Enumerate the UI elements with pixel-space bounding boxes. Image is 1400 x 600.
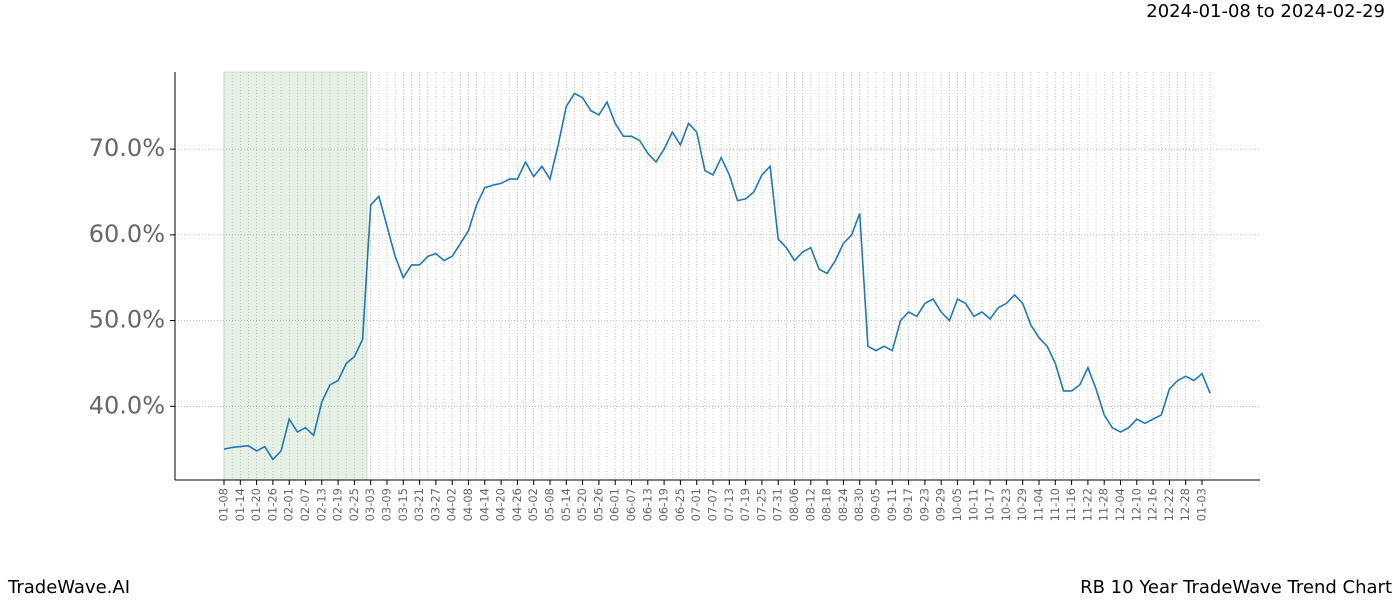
x-tick-label: 06-01 (608, 488, 622, 521)
x-tick-label: 10-17 (983, 488, 997, 521)
x-tick-label: 03-09 (380, 488, 394, 521)
x-tick-label: 09-17 (901, 488, 915, 521)
x-tick-label: 10-29 (1015, 488, 1029, 521)
x-tick-label: 02-19 (331, 488, 345, 521)
y-tick-label: 60.0% (89, 220, 165, 248)
x-tick-label: 07-19 (738, 488, 752, 521)
x-tick-label: 02-01 (282, 488, 296, 521)
y-tick-label: 50.0% (89, 306, 165, 334)
x-tick-label: 11-22 (1080, 488, 1094, 521)
x-tick-label: 03-27 (428, 488, 442, 521)
x-tick-label: 08-18 (820, 488, 834, 521)
x-tick-label: 11-28 (1097, 488, 1111, 521)
x-tick-label: 01-26 (265, 488, 279, 521)
x-tick-label: 07-31 (771, 488, 785, 521)
x-tick-label: 05-20 (575, 488, 589, 521)
highlight-region (223, 71, 368, 481)
x-tick-label: 06-07 (624, 488, 638, 521)
x-tick-label: 12-28 (1178, 488, 1192, 521)
x-tick-label: 04-02 (445, 488, 459, 521)
x-tick-label: 01-20 (249, 488, 263, 521)
x-tick-label: 04-08 (461, 488, 475, 521)
x-tick-label: 03-15 (396, 488, 410, 521)
brand: TradeWave.AI (7, 577, 130, 598)
x-tick-label: 09-11 (885, 488, 899, 521)
x-tick-label: 07-07 (706, 488, 720, 521)
x-tick-label: 11-10 (1048, 488, 1062, 521)
x-tick-label: 01-03 (1195, 488, 1209, 521)
y-tick-label: 40.0% (89, 391, 165, 419)
x-tick-label: 08-06 (787, 488, 801, 521)
x-tick-label: 02-07 (298, 488, 312, 521)
x-tick-label: 06-25 (673, 488, 687, 521)
x-tick-label: 05-26 (591, 488, 605, 521)
x-tick-label: 04-26 (510, 488, 524, 521)
y-tick-label: 70.0% (89, 134, 165, 162)
x-tick-label: 10-11 (966, 488, 980, 521)
x-tick-label: 02-25 (347, 488, 361, 521)
x-tick-label: 05-02 (526, 488, 540, 521)
x-tick-label: 08-30 (852, 488, 866, 521)
x-tick-label: 05-08 (543, 488, 557, 521)
x-tick-label: 01-08 (217, 488, 231, 521)
x-tick-label: 07-13 (722, 488, 736, 521)
x-tick-label: 03-03 (363, 488, 377, 521)
x-tick-label: 09-29 (934, 488, 948, 521)
x-tick-label: 02-13 (314, 488, 328, 521)
x-tick-label: 11-16 (1064, 488, 1078, 521)
x-tick-label: 05-14 (559, 488, 573, 521)
x-tick-label: 12-22 (1162, 488, 1176, 521)
series-line (223, 92, 1211, 461)
x-tick-label: 04-14 (477, 488, 491, 521)
x-tick-label: 11-04 (1032, 488, 1046, 521)
x-tick-label: 09-05 (869, 488, 883, 521)
x-tick-label: 06-19 (657, 488, 671, 521)
x-tick-label: 08-24 (836, 488, 850, 521)
x-tick-label: 04-20 (494, 488, 508, 521)
x-tick-label: 07-01 (689, 488, 703, 521)
x-tick-label: 10-05 (950, 488, 964, 521)
date-range: 2024-01-08 to 2024-02-29 (1146, 1, 1385, 22)
x-tick-label: 07-25 (754, 488, 768, 521)
x-tick-label: 01-14 (233, 488, 247, 521)
x-tick-label: 12-16 (1146, 488, 1160, 521)
x-tick-label: 08-12 (803, 488, 817, 521)
x-tick-label: 09-23 (917, 488, 931, 521)
x-tick-label: 12-04 (1113, 488, 1127, 521)
x-tick-label: 03-21 (412, 488, 426, 521)
x-tick-label: 12-10 (1129, 488, 1143, 521)
x-tick-label: 06-13 (640, 488, 654, 521)
x-tick-label: 10-23 (999, 488, 1013, 521)
chart-title: RB 10 Year TradeWave Trend Chart (1080, 577, 1392, 598)
